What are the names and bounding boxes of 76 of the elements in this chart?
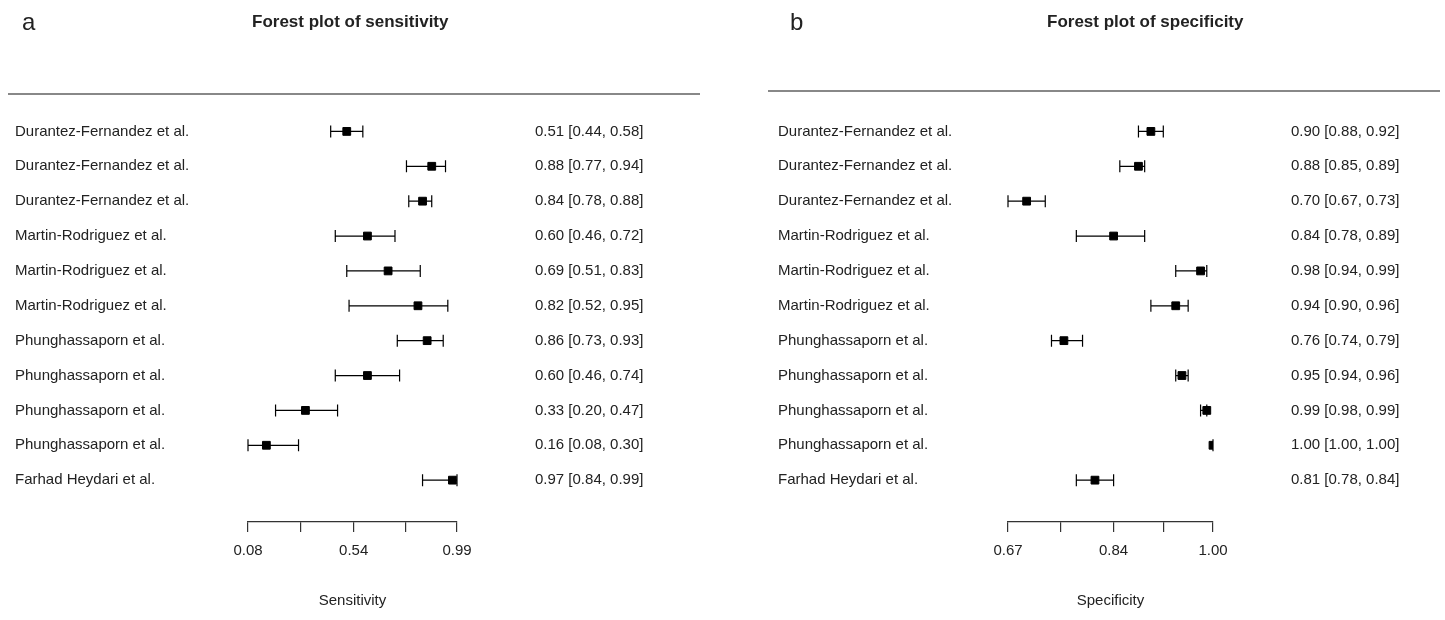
point <box>383 266 393 276</box>
x-tick-label: 0.99 <box>442 541 472 559</box>
data-label: 0.86 [0.73, 0.93] <box>535 330 644 348</box>
point <box>1196 266 1205 276</box>
chart-title: Forest plot of sensitivity <box>252 12 449 32</box>
x-tick-label: 0.67 <box>993 541 1023 559</box>
data-label: 0.70 [0.67, 0.73] <box>1291 191 1400 209</box>
data-label: 0.60 [0.46, 0.72] <box>535 226 644 244</box>
y-tick-label: Farhad Heydari et al. <box>778 470 919 488</box>
data-label: 0.84 [0.78, 0.89] <box>1291 226 1400 244</box>
data-label: 1.00 [1.00, 1.00] <box>1291 435 1400 453</box>
y-tick-label: Martin-Rodriguez et al. <box>778 226 930 244</box>
x-tick-label: 0.08 <box>233 541 263 559</box>
data-label: 0.82 [0.52, 0.95] <box>535 295 644 313</box>
x-axis-title: Sensitivity <box>318 591 387 609</box>
y-tick-label: Phunghassaporn et al. <box>778 365 929 383</box>
y-tick-label: Durantez-Fernandez et al. <box>15 156 190 174</box>
y-tick-label: Phunghassaporn et al. <box>15 330 166 348</box>
point <box>1059 336 1069 346</box>
data-label: 0.97 [0.84, 0.99] <box>535 470 644 488</box>
y-tick-label: Martin-Rodriguez et al. <box>15 261 167 279</box>
y-tick-label: Martin-Rodriguez et al. <box>15 295 167 313</box>
y-tick-label: Durantez-Fernandez et al. <box>778 191 953 209</box>
point <box>363 371 372 380</box>
y-tick-label: Farhad Heydari et al. <box>15 470 156 488</box>
y-tick-label: Phunghassaporn et al. <box>15 400 166 418</box>
x-tick-label: 0.84 <box>1099 541 1129 559</box>
point <box>1202 406 1212 415</box>
text: b <box>790 8 804 36</box>
point <box>448 475 457 485</box>
point <box>1146 127 1156 136</box>
data-label: 0.95 [0.94, 0.96] <box>1291 365 1400 383</box>
data-label: 0.88 [0.77, 0.94] <box>535 156 644 174</box>
y-tick-label: Durantez-Fernandez et al. <box>15 191 190 209</box>
point <box>1171 301 1181 311</box>
y-tick-label: Durantez-Fernandez et al. <box>15 121 190 139</box>
data-label: 0.69 [0.51, 0.83] <box>535 261 644 279</box>
point <box>363 231 372 241</box>
x-axis-title: Specificity <box>1076 591 1145 609</box>
data-label: 0.94 [0.90, 0.96] <box>1291 295 1400 313</box>
y-tick-label: Martin-Rodriguez et al. <box>15 226 167 244</box>
point <box>413 301 423 311</box>
y-tick-label: Martin-Rodriguez et al. <box>778 261 930 279</box>
x-tick-label: 1.00 <box>1198 541 1228 559</box>
y-tick-label: Phunghassaporn et al. <box>778 400 929 418</box>
y-tick-label: Durantez-Fernandez et al. <box>778 156 953 174</box>
text: a <box>22 8 36 36</box>
y-tick-label: Martin-Rodriguez et al. <box>778 295 930 313</box>
data-label: 0.98 [0.94, 0.99] <box>1291 261 1400 279</box>
point <box>301 406 310 415</box>
data-label: 0.33 [0.20, 0.47] <box>535 400 644 418</box>
point <box>427 161 437 171</box>
point <box>1090 475 1100 485</box>
data-label: 0.51 [0.44, 0.58] <box>535 121 644 139</box>
y-tick-label: Phunghassaporn et al. <box>778 330 929 348</box>
data-label: 0.16 [0.08, 0.30] <box>535 435 644 453</box>
y-tick-label: Durantez-Fernandez et al. <box>778 121 953 139</box>
data-label: 0.90 [0.88, 0.92] <box>1291 121 1400 139</box>
point <box>261 440 271 450</box>
y-tick-label: Phunghassaporn et al. <box>778 435 929 453</box>
point <box>342 127 352 136</box>
x-tick-label: 0.54 <box>339 541 369 559</box>
data-label: 0.81 [0.78, 0.84] <box>1291 470 1400 488</box>
data-label: 0.84 [0.78, 0.88] <box>535 191 644 209</box>
y-tick-label: Phunghassaporn et al. <box>15 365 166 383</box>
point <box>422 336 432 346</box>
y-tick-label: Phunghassaporn et al. <box>15 435 166 453</box>
point <box>418 196 427 206</box>
data-label: 0.76 [0.74, 0.79] <box>1291 330 1400 348</box>
chart-title: Forest plot of specificity <box>1047 12 1244 32</box>
data-label: 0.99 [0.98, 0.99] <box>1291 400 1400 418</box>
point <box>1109 231 1118 241</box>
data-label: 0.88 [0.85, 0.89] <box>1291 156 1400 174</box>
point <box>1022 196 1032 206</box>
data-label: 0.60 [0.46, 0.74] <box>535 365 644 383</box>
point <box>1134 161 1143 171</box>
